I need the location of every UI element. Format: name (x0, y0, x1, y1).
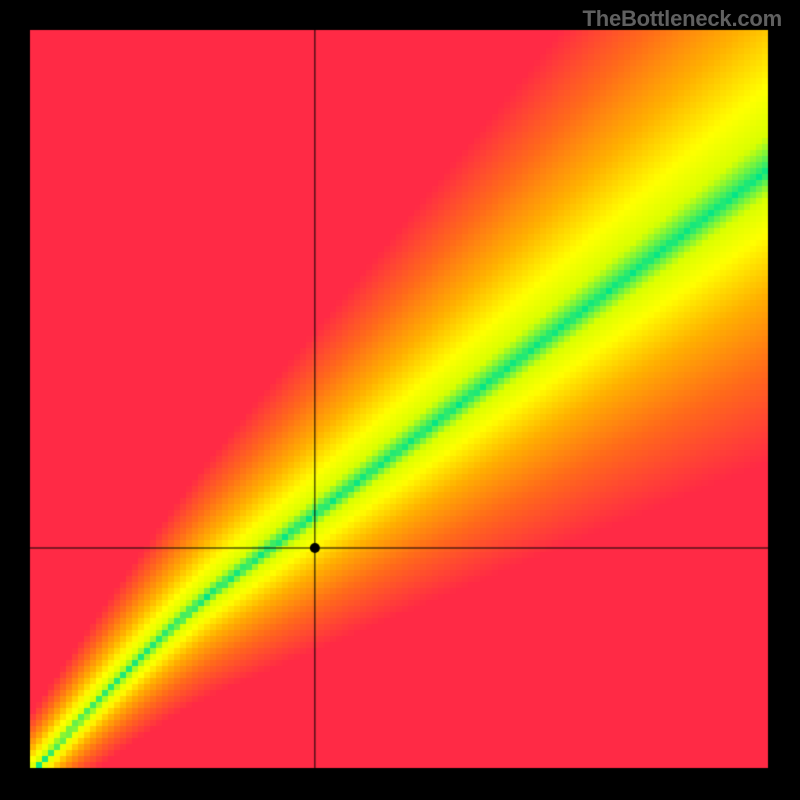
watermark-text: TheBottleneck.com (582, 6, 782, 32)
bottleneck-chart-container: { "watermark": "TheBottleneck.com", "cha… (0, 0, 800, 800)
bottleneck-heatmap-canvas (0, 0, 800, 800)
